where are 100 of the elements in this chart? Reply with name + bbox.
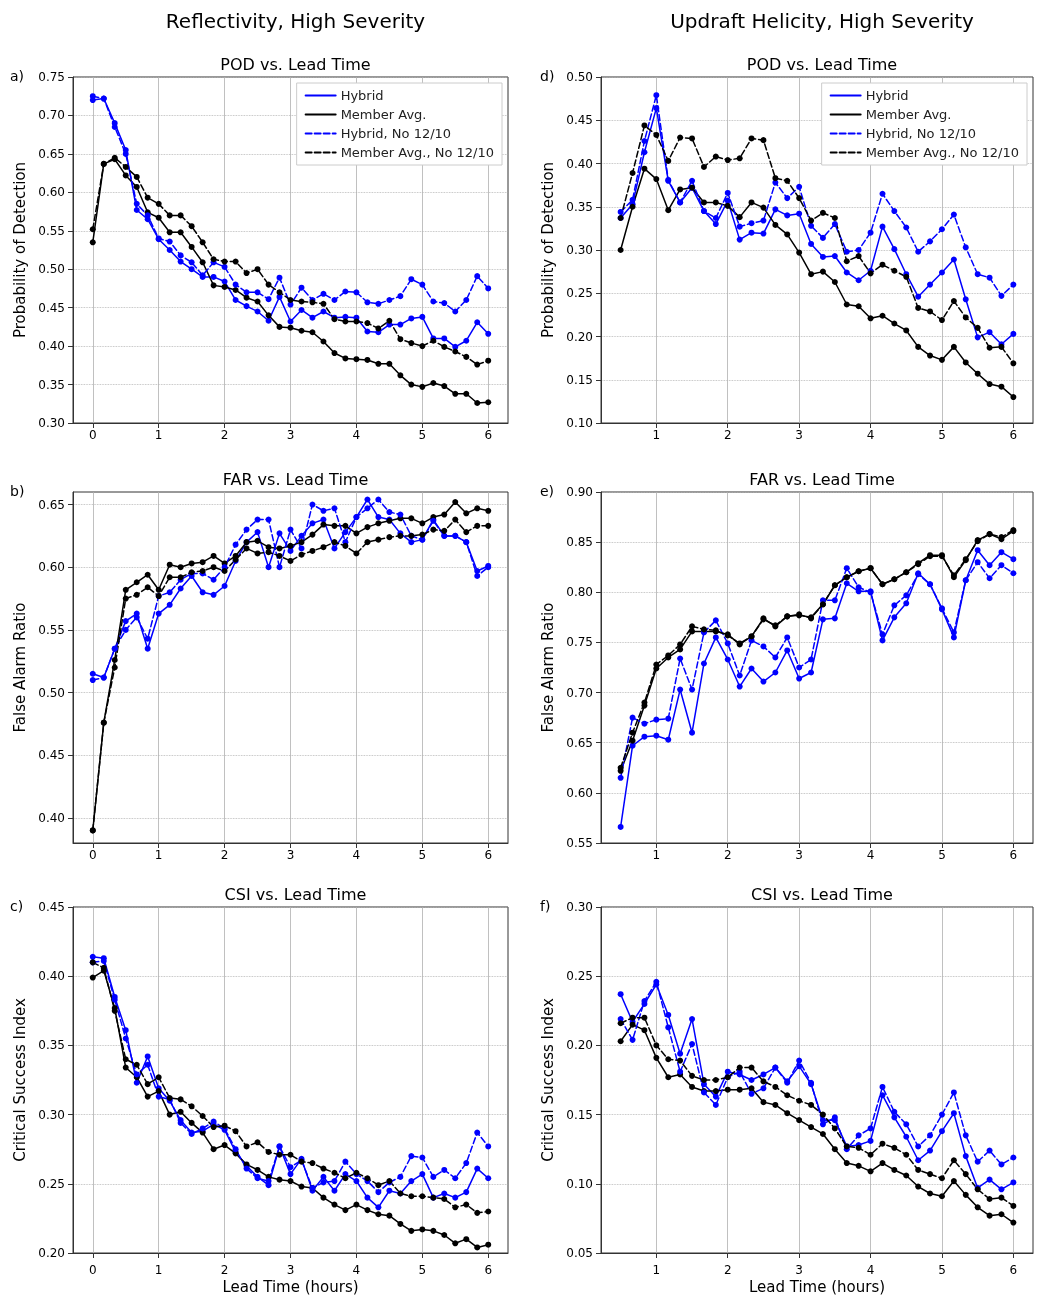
y-tick-label: 0.30 xyxy=(566,900,593,914)
x-tick-label: 4 xyxy=(866,1263,875,1277)
y-tick-label: 0.40 xyxy=(566,156,593,171)
y-tick-label: 0.65 xyxy=(38,497,65,512)
x-tick-label: 5 xyxy=(418,848,427,862)
text: a) xyxy=(10,68,25,84)
y-tick-label: 0.20 xyxy=(38,1246,65,1260)
x-tick-label: 1 xyxy=(652,1263,661,1277)
x-tick-label: 2 xyxy=(220,1263,229,1277)
y-axis-title: False Alarm Ratio xyxy=(10,602,29,733)
x-tick-label: 0 xyxy=(88,848,97,862)
y-tick-label: 0.60 xyxy=(566,785,593,800)
x-tick-label: 6 xyxy=(484,1263,493,1277)
text: e) xyxy=(540,483,555,499)
legend-label: Member Avg. xyxy=(340,107,427,122)
text: f) xyxy=(540,898,551,914)
y-tick-label: 0.50 xyxy=(38,685,65,700)
y-axis-title: Probability of Detection xyxy=(538,161,557,339)
x-tick-label: 5 xyxy=(938,428,946,442)
x-tick-label: 4 xyxy=(352,1263,361,1277)
y-tick-label: 0.75 xyxy=(566,635,593,650)
y-tick-label: 0.30 xyxy=(566,243,593,257)
x-tick-label: 2 xyxy=(723,848,732,862)
x-tick-label: 6 xyxy=(484,848,493,862)
y-tick-label: 0.65 xyxy=(38,146,65,161)
chart-title: Updraft Helicity, High Severity xyxy=(670,9,975,33)
y-tick-label: 0.40 xyxy=(38,339,65,354)
x-tick-label: 4 xyxy=(866,848,875,862)
x-tick-label: 4 xyxy=(352,848,361,862)
x-tick-label: 3 xyxy=(795,1263,803,1277)
y-axis-title: Critical Success Index xyxy=(538,998,557,1162)
y-tick-label: 0.85 xyxy=(566,535,593,550)
x-tick-label: 1 xyxy=(154,848,163,862)
y-tick-label: 0.70 xyxy=(566,685,593,700)
x-tick-label: 0 xyxy=(88,428,97,442)
chart-subtitle: POD vs. Lead Time xyxy=(746,54,898,74)
legend-label: Hybrid xyxy=(340,88,384,103)
x-tick-label: 1 xyxy=(652,848,661,862)
x-tick-label: 3 xyxy=(286,428,295,442)
y-tick-label: 0.10 xyxy=(566,1176,593,1191)
y-tick-label: 0.90 xyxy=(566,485,593,499)
x-tick-label: 3 xyxy=(795,848,803,862)
y-tick-label: 0.40 xyxy=(38,969,65,984)
legend-label: Hybrid, No 12/10 xyxy=(340,126,452,141)
x-tick-label: 3 xyxy=(286,848,295,862)
y-tick-label: 0.25 xyxy=(566,969,593,984)
y-tick-label: 0.55 xyxy=(38,622,65,637)
y-tick-label: 0.75 xyxy=(38,70,65,84)
text: c) xyxy=(10,898,24,914)
y-tick-label: 0.20 xyxy=(566,1038,593,1053)
legend-label: Hybrid, No 12/10 xyxy=(865,126,977,141)
chart-title: FAR vs. Lead Time xyxy=(749,469,895,489)
legend-label: Member Avg., No 12/10 xyxy=(340,145,495,160)
legend-label: Hybrid xyxy=(865,88,909,103)
y-tick-label: 0.25 xyxy=(566,286,593,301)
x-tick-label: 4 xyxy=(866,428,875,442)
y-axis-title: False Alarm Ratio xyxy=(538,602,557,733)
x-tick-label: 5 xyxy=(418,1263,427,1277)
chart-title: FAR vs. Lead Time xyxy=(222,469,369,489)
y-tick-label: 0.25 xyxy=(38,1176,65,1191)
x-tick-label: 6 xyxy=(1009,848,1018,862)
x-tick-label: 5 xyxy=(418,428,427,442)
x-tick-label: 2 xyxy=(723,428,732,442)
y-axis-title: Critical Success Index xyxy=(10,998,29,1162)
chart-title: CSI vs. Lead Time xyxy=(224,884,367,904)
y-tick-label: 0.45 xyxy=(38,900,65,914)
x-tick-label: 3 xyxy=(795,428,803,442)
y-tick-label: 0.60 xyxy=(38,185,65,200)
x-tick-label: 1 xyxy=(154,1263,163,1277)
text: d) xyxy=(540,68,555,84)
y-tick-label: 0.05 xyxy=(566,1246,593,1260)
x-tick-label: 4 xyxy=(352,428,361,442)
x-tick-label: 5 xyxy=(938,1263,946,1277)
x-tick-label: 3 xyxy=(286,1263,295,1277)
y-tick-label: 0.50 xyxy=(566,70,593,84)
y-tick-label: 0.40 xyxy=(38,810,65,825)
y-tick-label: 0.45 xyxy=(38,300,65,315)
chart-title: CSI vs. Lead Time xyxy=(751,884,893,904)
chart-title: Reflectivity, High Severity xyxy=(165,9,426,33)
legend-label: Member Avg., No 12/10 xyxy=(865,145,1020,160)
x-tick-label: 2 xyxy=(723,1263,732,1277)
x-tick-label: 6 xyxy=(1009,428,1018,442)
y-tick-label: 0.80 xyxy=(566,585,593,600)
x-tick-label: 5 xyxy=(938,848,946,862)
y-axis-title: Probability of Detection xyxy=(10,161,29,339)
x-tick-label: 6 xyxy=(1009,1263,1018,1277)
legend-label: Member Avg. xyxy=(865,107,952,122)
y-tick-label: 0.50 xyxy=(38,262,65,277)
y-tick-label: 0.35 xyxy=(38,1038,65,1053)
chart-subtitle: POD vs. Lead Time xyxy=(220,54,371,74)
x-tick-label: 0 xyxy=(88,1263,97,1277)
x-tick-label: 6 xyxy=(484,428,493,442)
y-tick-label: 0.65 xyxy=(566,735,593,750)
y-tick-label: 0.15 xyxy=(566,1107,593,1122)
x-tick-label: 2 xyxy=(220,428,229,442)
y-tick-label: 0.20 xyxy=(566,329,593,344)
x-axis-title: Lead Time (hours) xyxy=(222,1277,359,1296)
y-tick-label: 0.45 xyxy=(566,113,593,128)
y-tick-label: 0.35 xyxy=(566,199,593,214)
y-tick-label: 0.15 xyxy=(566,372,593,387)
